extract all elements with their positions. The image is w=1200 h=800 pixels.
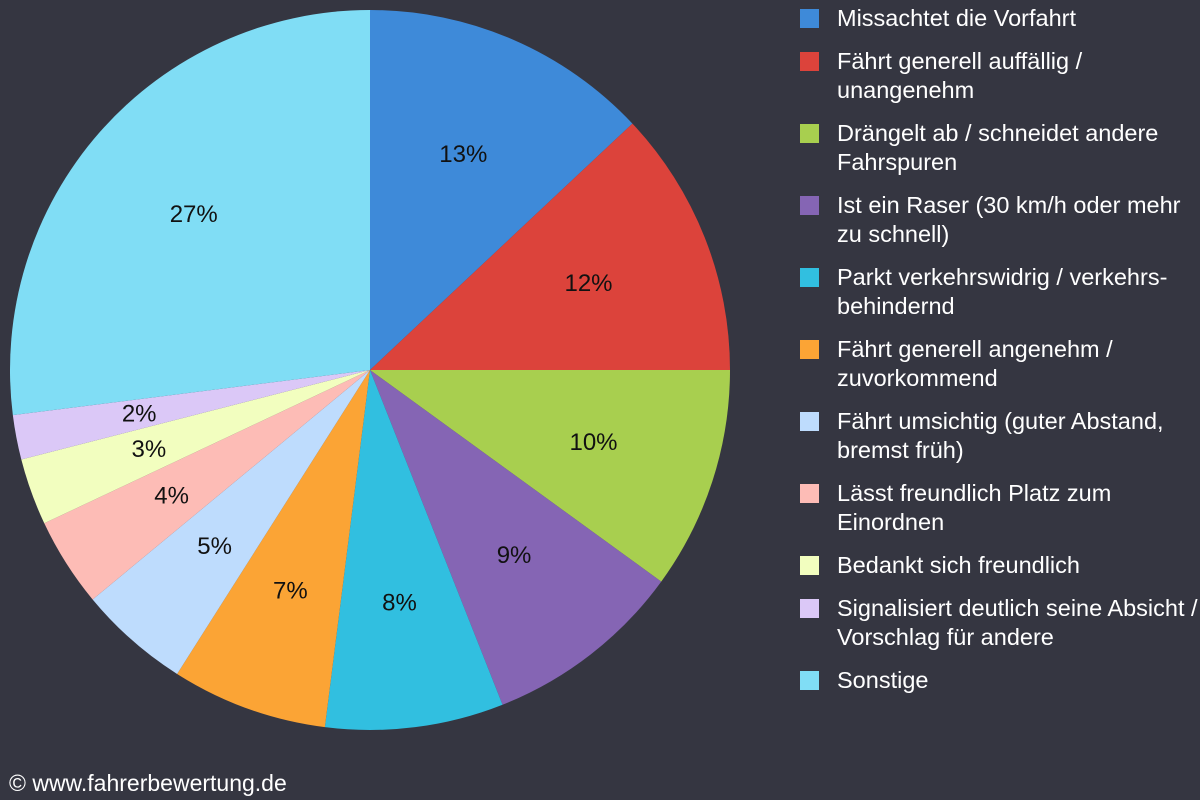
legend-label: Ist ein Raser (30 km/h oder mehr zu schn… xyxy=(837,192,1181,247)
slice-value-label: 27% xyxy=(170,201,218,228)
legend-item: Fährt generell angenehm / zuvorkommend xyxy=(800,335,1200,393)
copyright-credit: © www.fahrerbewertung.de xyxy=(9,770,287,796)
pie-slice xyxy=(44,370,370,600)
legend-label: Fährt umsichtig (guter Abstand, bremst f… xyxy=(837,408,1164,463)
pie-slice xyxy=(370,123,730,370)
legend-swatch xyxy=(800,671,819,690)
legend-item: Sonstige xyxy=(800,666,1200,695)
legend-label: Parkt verkehrswidrig / verkehrs-behinder… xyxy=(837,264,1168,319)
pie-slice xyxy=(12,370,370,460)
slice-value-label: 5% xyxy=(197,533,232,560)
pie-slice xyxy=(92,370,370,674)
legend-label: Drängelt ab / schneidet andere Fahrspure… xyxy=(837,120,1159,175)
legend-item: Ist ein Raser (30 km/h oder mehr zu schn… xyxy=(800,191,1200,249)
legend-item: Drängelt ab / schneidet andere Fahrspure… xyxy=(800,119,1200,177)
pie-slice xyxy=(177,370,370,728)
legend: Missachtet die Vorfahrt Fährt generell a… xyxy=(800,4,1200,709)
legend-label: Fährt generell angenehm / zuvorkommend xyxy=(837,336,1113,391)
pie-slice xyxy=(9,10,370,416)
pie-slice xyxy=(370,370,662,705)
pie-slice xyxy=(324,370,503,730)
slice-value-label: 10% xyxy=(569,429,617,456)
legend-label: Signalisiert deutlich seine Absicht / Vo… xyxy=(837,595,1198,650)
slice-value-label: 9% xyxy=(497,542,532,569)
legend-swatch xyxy=(800,556,819,575)
legend-label: Bedankt sich freundlich xyxy=(837,552,1080,578)
legend-swatch xyxy=(800,484,819,503)
slice-value-label: 8% xyxy=(382,590,417,617)
legend-swatch xyxy=(800,412,819,431)
legend-swatch xyxy=(800,196,819,215)
pie-chart: 13% 12% 10% 9% 8% 7% 5% 4% 3% 2% 27% xyxy=(9,10,730,730)
slice-value-label: 2% xyxy=(122,401,157,428)
legend-item: Fährt umsichtig (guter Abstand, bremst f… xyxy=(800,407,1200,465)
slice-value-label: 13% xyxy=(439,141,487,168)
legend-item: Fährt generell auffällig / unangenehm xyxy=(800,47,1200,105)
legend-label: Fährt generell auffällig / unangenehm xyxy=(837,48,1083,103)
pie-slice xyxy=(370,370,730,582)
slice-value-label: 7% xyxy=(273,578,308,605)
pie-slice xyxy=(21,370,371,524)
legend-swatch xyxy=(800,599,819,618)
slice-value-label: 12% xyxy=(564,270,612,297)
legend-label: Lässt freundlich Platz zum Einordnen xyxy=(837,480,1112,535)
pie-slice xyxy=(370,10,633,370)
legend-item: Bedankt sich freundlich xyxy=(800,551,1200,580)
slice-value-label: 4% xyxy=(154,482,189,509)
legend-swatch xyxy=(800,124,819,143)
legend-item: Lässt freundlich Platz zum Einordnen xyxy=(800,479,1200,537)
legend-item: Signalisiert deutlich seine Absicht / Vo… xyxy=(800,594,1200,652)
legend-swatch xyxy=(800,268,819,287)
legend-item: Missachtet die Vorfahrt xyxy=(800,4,1200,33)
legend-label: Missachtet die Vorfahrt xyxy=(837,5,1077,31)
legend-swatch xyxy=(800,340,819,359)
legend-label: Sonstige xyxy=(837,667,929,693)
legend-swatch xyxy=(800,9,819,28)
legend-swatch xyxy=(800,52,819,71)
slice-value-label: 3% xyxy=(132,436,167,463)
legend-item: Parkt verkehrswidrig / verkehrs-behinder… xyxy=(800,263,1200,321)
